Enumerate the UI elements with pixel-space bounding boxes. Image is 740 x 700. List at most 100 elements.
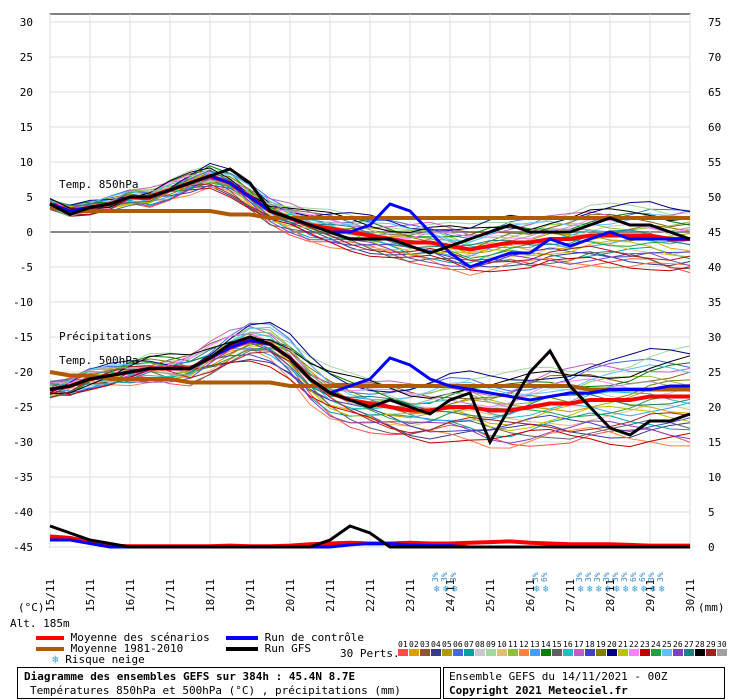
member-swatch-21 — [618, 649, 628, 656]
member-swatch-23 — [640, 649, 650, 656]
x-tick-label: 19/11 — [244, 579, 257, 612]
snowflake-icon: ❄ — [578, 584, 585, 595]
left-tick-label: 10 — [20, 156, 33, 169]
mean-swatch — [36, 636, 64, 640]
moyenne-1981-2010-t850-line — [49, 205, 690, 220]
member-swatch-11 — [508, 649, 518, 656]
member-16-t500 — [49, 331, 691, 419]
legend-mean: Moyenne des scénarios — [36, 631, 210, 644]
member-id-14: 14 — [541, 640, 551, 649]
footer-info-box: Ensemble GEFS du 14/11/2021 - 00Z Copyri… — [443, 667, 725, 699]
snowflake-icon: ❄ — [623, 584, 630, 595]
snowflake-icon: ❄ — [543, 584, 550, 595]
footer-subtitle: Températures 850hPa et 500hPa (°C) , pré… — [30, 684, 401, 697]
axis-labels: 302520151050-5-10-15-20-25-30-35-40-4575… — [13, 16, 721, 612]
right-tick-label: 45 — [708, 226, 721, 239]
snow-percent: 3% — [531, 572, 540, 582]
member-id-12: 12 — [519, 640, 529, 649]
snowflake-icon: ❄ — [659, 584, 666, 595]
member-swatch-04 — [431, 649, 441, 656]
member-swatch-02 — [409, 649, 419, 656]
x-tick-label: 28/11 — [604, 579, 617, 612]
left-tick-label: -25 — [13, 401, 33, 414]
member-20-t500 — [49, 321, 691, 394]
member-26-t850 — [49, 177, 691, 267]
right-tick-label: 35 — [708, 296, 721, 309]
left-tick-label: -45 — [13, 541, 33, 554]
member-swatch-13 — [530, 649, 540, 656]
member-15-t500 — [49, 349, 691, 440]
right-tick-label: 30 — [708, 331, 721, 344]
member-swatch-26 — [673, 649, 683, 656]
member-id-28: 28 — [695, 640, 705, 649]
member-id-29: 29 — [706, 640, 716, 649]
x-tick-label: 30/11 — [684, 579, 697, 612]
t850-annotation: Temp. 850hPa — [59, 178, 138, 191]
member-id-25: 25 — [662, 640, 672, 649]
snowflake-icon: ❄ — [443, 584, 450, 595]
right-tick-label: 20 — [708, 401, 721, 414]
member-id-30: 30 — [717, 640, 727, 649]
member-swatch-22 — [629, 649, 639, 656]
member-id-18: 18 — [585, 640, 595, 649]
member-swatch-12 — [519, 649, 529, 656]
right-tick-label: 10 — [708, 471, 721, 484]
x-tick-label: 15/11 — [44, 579, 57, 612]
left-tick-label: 15 — [20, 121, 33, 134]
member-id-20: 20 — [607, 640, 617, 649]
right-tick-label: 50 — [708, 191, 721, 204]
member-swatch-08 — [475, 649, 485, 656]
snow-percent: 3% — [647, 572, 656, 582]
snowflake-icon: ❄ — [650, 584, 657, 595]
member-id-24: 24 — [651, 640, 661, 649]
moyenne-1981-2010-t500-line — [49, 370, 690, 392]
snow-percent: 3% — [593, 572, 602, 582]
left-tick-label: 25 — [20, 51, 33, 64]
clim-swatch — [36, 647, 64, 651]
member-legend: 0102030405060708091011121314151617181920… — [398, 640, 733, 658]
legend-snow-label: Risque neige — [65, 653, 145, 666]
right-axis-unit: (mm) — [698, 601, 725, 614]
control-swatch — [226, 636, 258, 640]
x-tick-label: 15/11 — [84, 579, 97, 612]
member-swatch-15 — [552, 649, 562, 656]
member-id-04: 04 — [431, 640, 441, 649]
footer-title: Diagramme des ensembles GEFS sur 384h : … — [24, 670, 356, 683]
member-id-26: 26 — [673, 640, 683, 649]
run-gfs-t500-line — [49, 335, 691, 446]
run-gfs-t850-line — [49, 167, 691, 255]
alt-annotation: Alt. 185m — [10, 617, 70, 630]
member-swatch-27 — [684, 649, 694, 656]
x-tick-label: 22/11 — [364, 579, 377, 612]
legend-snow: ❄ Risque neige — [52, 653, 145, 666]
x-tick-label: 26/11 — [524, 579, 537, 612]
member-26-t500 — [49, 342, 691, 444]
run-gfs-precip-line — [49, 524, 690, 549]
right-tick-label: 55 — [708, 156, 721, 169]
member-swatch-20 — [607, 649, 617, 656]
member-swatch-29 — [706, 649, 716, 656]
member-id-02: 02 — [409, 640, 419, 649]
member-swatch-03 — [420, 649, 430, 656]
snow-percent: 6% — [629, 572, 638, 582]
legend-perts: 30 Perts. — [340, 647, 400, 660]
x-tick-label: 17/11 — [164, 579, 177, 612]
member-id-19: 19 — [596, 640, 606, 649]
member-swatch-09 — [486, 649, 496, 656]
member-id-01: 01 — [398, 640, 408, 649]
legend-control-label: Run de contrôle — [264, 631, 364, 644]
member-swatch-24 — [651, 649, 661, 656]
left-tick-label: 20 — [20, 86, 33, 99]
legend-clim: Moyenne 1981-2010 — [36, 642, 183, 655]
footer-run-info: Ensemble GEFS du 14/11/2021 - 00Z — [449, 670, 668, 683]
member-swatch-01 — [398, 649, 408, 656]
main-series — [49, 167, 691, 549]
right-tick-label: 70 — [708, 51, 721, 64]
legend-control: Run de contrôle — [226, 631, 364, 644]
right-tick-label: 15 — [708, 436, 721, 449]
precip-annotation: Précipitations — [59, 330, 152, 343]
member-swatch-19 — [596, 649, 606, 656]
snowflake-icon: ❄ — [596, 584, 603, 595]
snow-percent: 3% — [449, 572, 458, 582]
member-id-13: 13 — [530, 640, 540, 649]
